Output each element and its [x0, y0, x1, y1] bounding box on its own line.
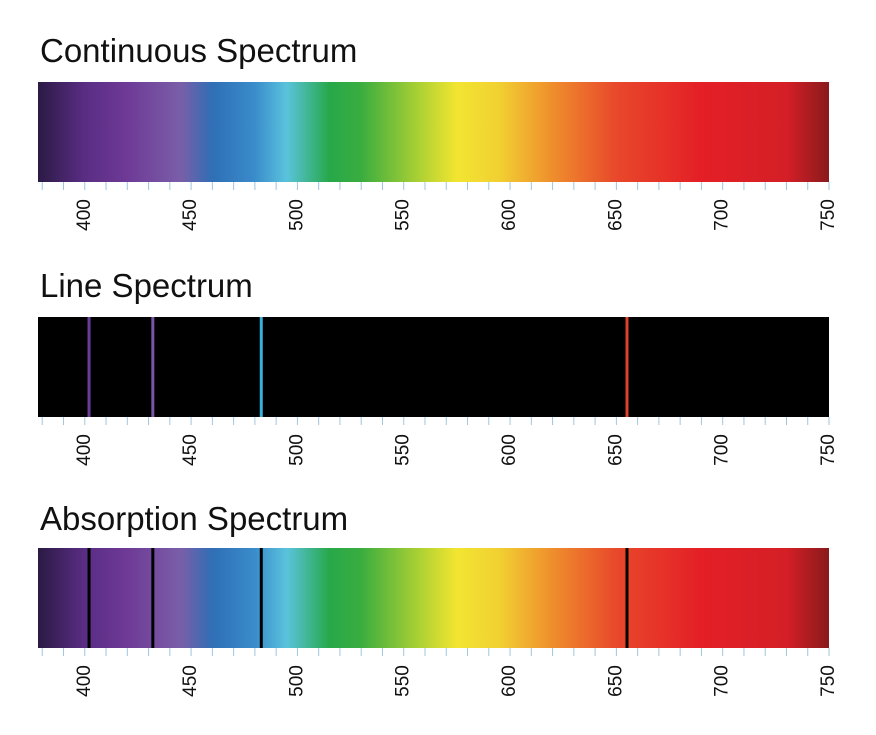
x-tick-label: 700	[712, 199, 733, 231]
x-tick-label: 550	[393, 665, 414, 697]
spectrum-bar	[38, 548, 829, 648]
x-tick-label: 700	[712, 665, 733, 697]
x-tick-label: 600	[499, 199, 520, 231]
x-tick-label: 700	[712, 434, 733, 466]
x-tick-label: 500	[286, 665, 307, 697]
x-tick-label: 600	[499, 434, 520, 466]
x-tick-label: 400	[74, 665, 95, 697]
spectrum-bar	[38, 82, 829, 182]
x-tick-label: 450	[180, 434, 201, 466]
x-tick-label: 650	[605, 665, 626, 697]
spectrum-panel: Line Spectrum 400 450 500 550 600 650 700 750	[38, 267, 839, 466]
x-tick-label: 600	[499, 665, 520, 697]
x-tick-label: 650	[605, 434, 626, 466]
spectrum-bar	[38, 317, 829, 417]
x-tick-label: 500	[286, 199, 307, 231]
panel-title: Continuous Spectrum	[40, 32, 357, 69]
panel-title: Absorption Spectrum	[40, 500, 348, 537]
x-tick-label: 400	[74, 434, 95, 466]
spectrum-panel: Absorption Spectrum 400 450 500 550 600 650 700…	[38, 500, 839, 697]
x-tick-label: 450	[180, 199, 201, 231]
x-tick-label: 550	[393, 199, 414, 231]
x-tick-label: 750	[818, 434, 839, 466]
panel-title: Line Spectrum	[40, 267, 253, 304]
x-tick-label: 500	[286, 434, 307, 466]
x-tick-label: 650	[605, 199, 626, 231]
x-tick-label: 750	[818, 199, 839, 231]
x-tick-label: 400	[74, 199, 95, 231]
x-tick-label: 450	[180, 665, 201, 697]
spectrum-panel: Continuous Spectrum 400 450 500 550 600 650 700…	[38, 32, 839, 231]
x-tick-label: 750	[818, 665, 839, 697]
x-tick-label: 550	[393, 434, 414, 466]
